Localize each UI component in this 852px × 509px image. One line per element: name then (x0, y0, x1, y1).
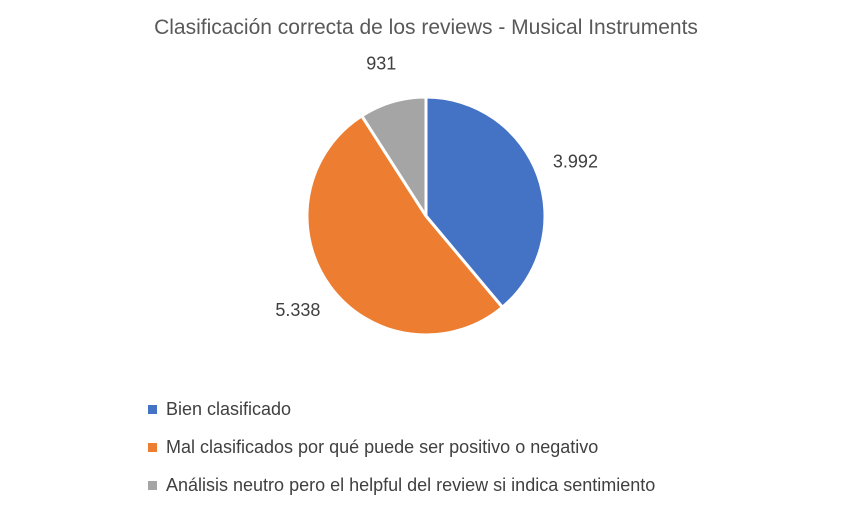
chart-title: Clasificación correcta de los reviews - … (154, 16, 698, 39)
pie-slice (424, 95, 547, 309)
legend-label: Bien clasificado (166, 398, 292, 419)
legend: Bien clasificado Mal clasificados por qu… (148, 390, 655, 504)
data-label: 5.338 (275, 300, 320, 320)
legend-item-analisis-neutro: Análisis neutro pero el helpful del revi… (148, 466, 655, 504)
legend-label: Mal clasificados por qué puede ser posit… (166, 436, 599, 457)
pie-slice (305, 114, 504, 337)
data-label: 931 (366, 53, 396, 73)
legend-swatch-mal-clasificados (148, 442, 157, 452)
legend-swatch-bien-clasificado (148, 404, 157, 414)
pie-slice (360, 95, 428, 218)
legend-swatch-analisis-neutro (148, 480, 157, 490)
data-label: 3.992 (553, 152, 598, 172)
legend-label: Análisis neutro pero el helpful del revi… (166, 474, 656, 495)
legend-item-mal-clasificados: Mal clasificados por qué puede ser posit… (148, 428, 655, 466)
legend-item-bien-clasificado: Bien clasificado (148, 390, 655, 428)
